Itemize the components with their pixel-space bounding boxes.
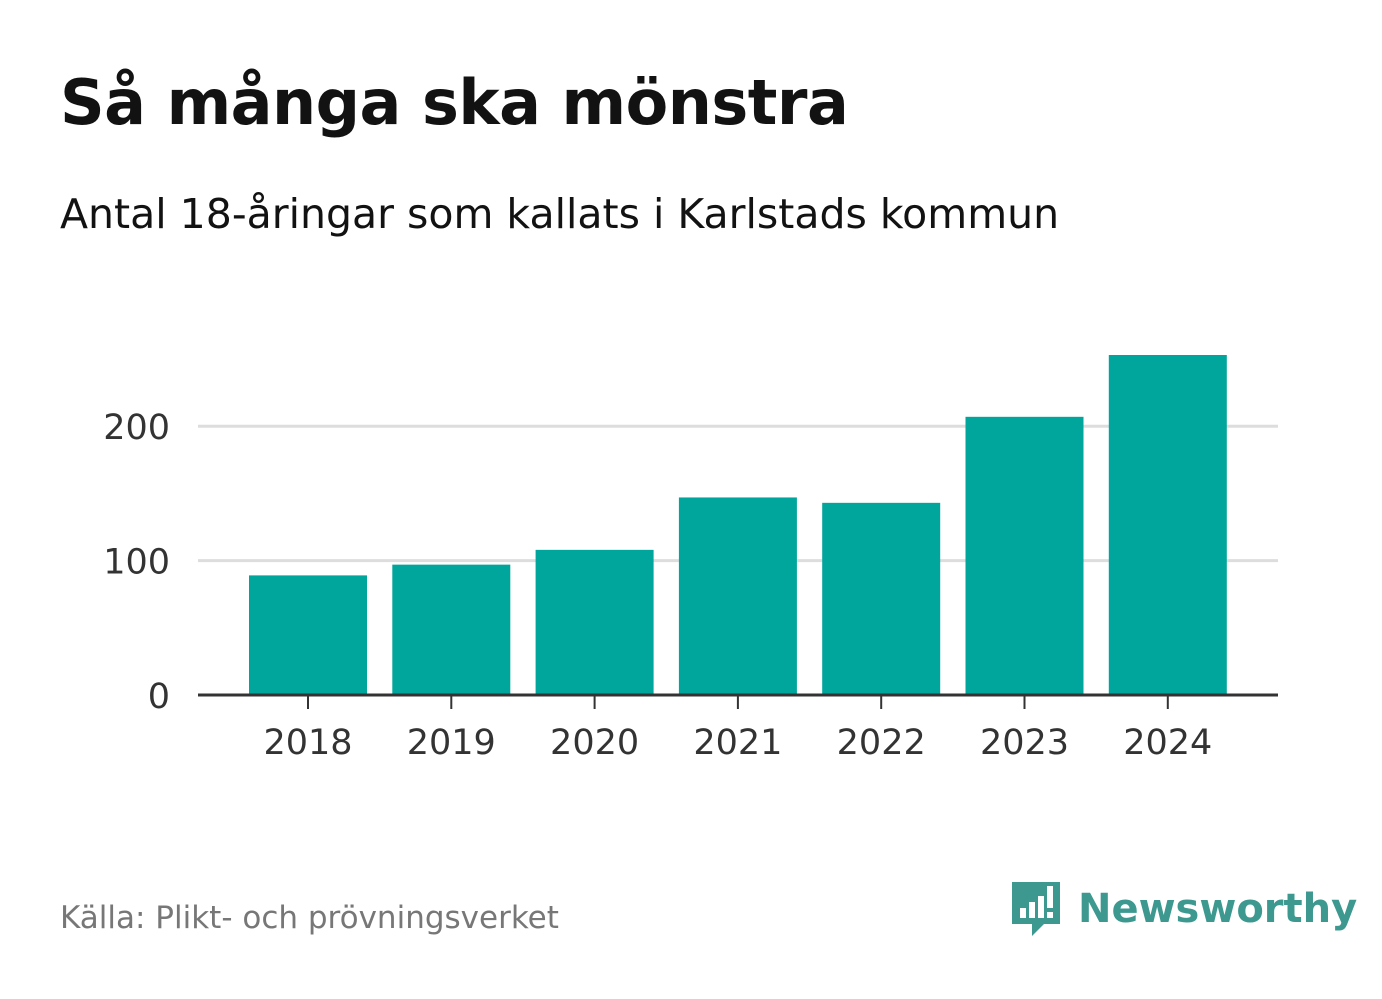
newsworthy-logo: Newsworthy [1010,878,1357,940]
source-note: Källa: Plikt- och prövningsverket [60,900,559,936]
x-axis-ticks: 2018 2019 2020 2021 2022 2023 2024 [263,695,1212,763]
x-tick-label: 2019 [407,723,496,763]
bar-2019 [392,564,511,695]
y-tick-label: 0 [148,677,170,717]
chart-subtitle: Antal 18-åringar som kallats i Karlstads… [60,190,1060,238]
brand-name: Newsworthy [1078,886,1358,932]
bar-2024 [1108,355,1227,695]
bar-2022 [822,502,941,695]
bar-2018 [249,575,367,695]
y-axis-ticks: 0 100 200 [103,408,170,717]
x-tick-label: 2023 [980,723,1069,763]
bars [249,355,1227,695]
x-tick-label: 2020 [550,723,639,763]
x-tick-label: 2018 [263,723,352,763]
x-tick-label: 2021 [693,723,782,763]
bar-2020 [535,549,654,695]
newsworthy-icon [1012,882,1060,936]
x-tick-label: 2024 [1123,723,1212,763]
x-tick-label: 2022 [837,723,926,763]
y-tick-label: 100 [103,543,170,583]
bar-2023 [965,416,1084,695]
bar-2021 [678,497,797,695]
y-tick-label: 200 [103,408,170,448]
chart-title: Så många ska mönstra [60,66,849,139]
